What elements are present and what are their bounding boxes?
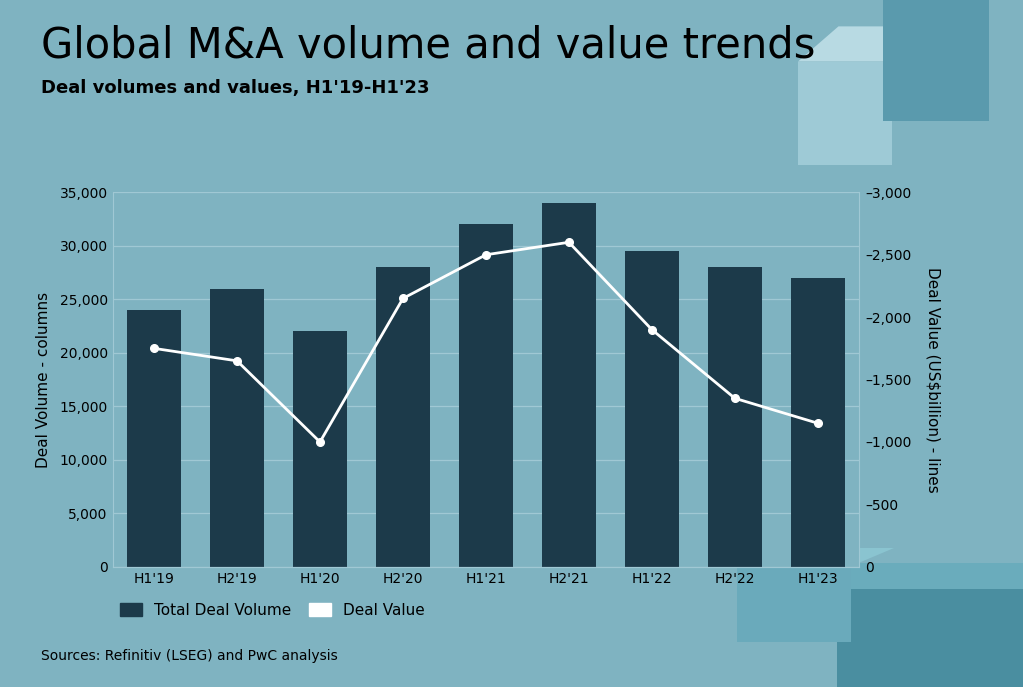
Bar <box>791 278 845 567</box>
Y-axis label: Deal Volume - columns: Deal Volume - columns <box>36 291 51 468</box>
Bar <box>210 289 264 567</box>
Bar <box>459 225 513 567</box>
Text: Deal volumes and values, H1'19-H1'23: Deal volumes and values, H1'19-H1'23 <box>41 79 430 97</box>
Y-axis label: Deal Value (US$billion) - lines: Deal Value (US$billion) - lines <box>925 267 940 493</box>
Polygon shape <box>737 548 894 566</box>
Bar <box>376 267 430 567</box>
Bar <box>542 203 595 567</box>
Bar <box>625 251 679 567</box>
Polygon shape <box>837 563 1023 589</box>
Polygon shape <box>798 26 933 62</box>
Polygon shape <box>798 62 892 165</box>
Text: Sources: Refinitiv (LSEG) and PwC analysis: Sources: Refinitiv (LSEG) and PwC analys… <box>41 649 338 663</box>
Polygon shape <box>737 566 851 642</box>
Bar <box>708 267 762 567</box>
Polygon shape <box>884 0 989 121</box>
Bar <box>127 310 181 567</box>
Bar <box>293 331 347 567</box>
Polygon shape <box>837 589 1023 687</box>
Text: Global M&A volume and value trends: Global M&A volume and value trends <box>41 24 815 66</box>
Legend: Total Deal Volume, Deal Value: Total Deal Volume, Deal Value <box>120 602 425 618</box>
